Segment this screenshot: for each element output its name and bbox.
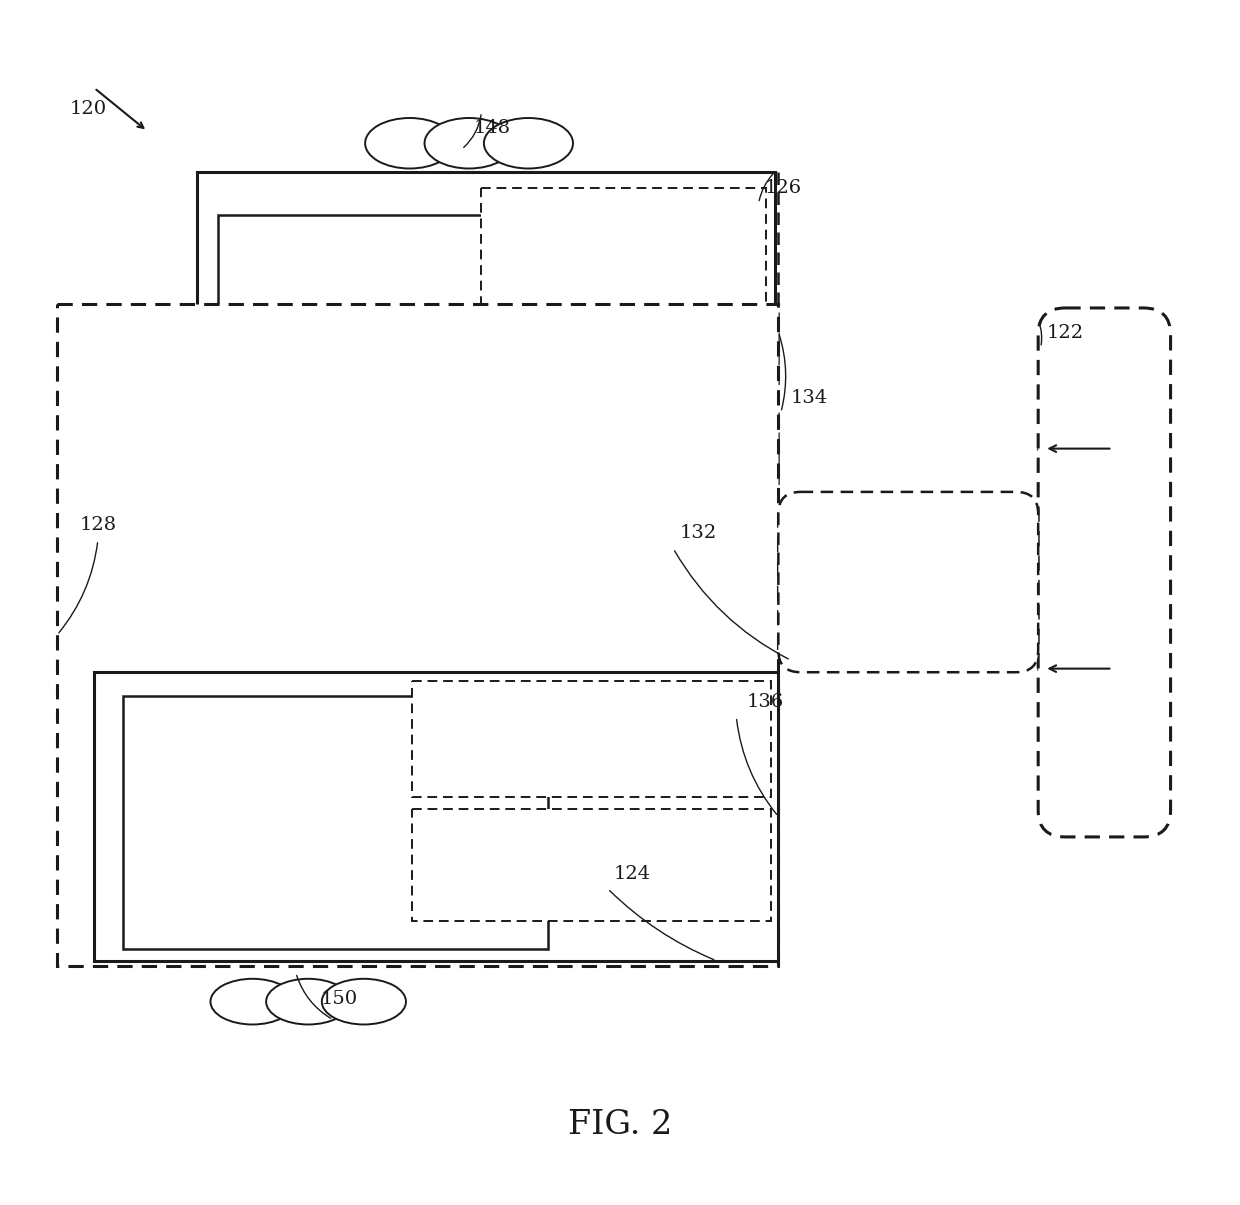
Text: 122: 122	[1047, 324, 1084, 341]
Bar	[481, 329, 766, 452]
Text: 120: 120	[69, 100, 107, 118]
Ellipse shape	[322, 978, 405, 1024]
Bar	[412, 810, 771, 921]
Ellipse shape	[365, 118, 454, 169]
Bar	[481, 188, 766, 312]
Text: 148: 148	[474, 119, 511, 137]
Ellipse shape	[267, 978, 350, 1024]
Text: 134: 134	[791, 388, 828, 406]
Ellipse shape	[484, 118, 573, 169]
FancyBboxPatch shape	[779, 492, 1038, 672]
Text: 128: 128	[79, 516, 117, 534]
Ellipse shape	[211, 978, 295, 1024]
FancyBboxPatch shape	[1038, 308, 1171, 837]
Bar	[218, 216, 614, 468]
Text: 150: 150	[321, 989, 357, 1007]
Text: 132: 132	[680, 524, 717, 542]
Text: 136: 136	[746, 693, 784, 711]
Text: 126: 126	[765, 180, 802, 198]
Bar	[412, 681, 771, 798]
Text: FIG. 2: FIG. 2	[568, 1110, 672, 1141]
Bar	[94, 672, 779, 960]
Bar	[197, 172, 775, 480]
Ellipse shape	[424, 118, 513, 169]
Bar	[123, 696, 548, 948]
Text: 124: 124	[614, 864, 651, 882]
Bar	[57, 305, 779, 965]
